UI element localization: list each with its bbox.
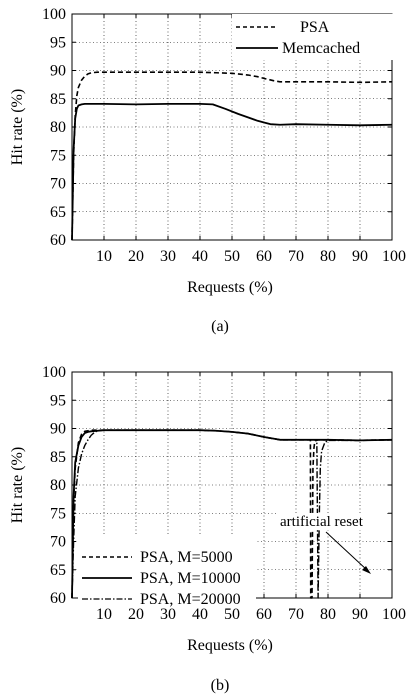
- y-tick-label-95: 95: [50, 34, 66, 51]
- series-line-psa-m-20000: [71, 429, 393, 599]
- series-lines: [71, 71, 393, 241]
- grid-lines: [72, 14, 392, 240]
- tick-labels: 60 65 70 75 80 85 90 95 100 10 20 30 40 50 60 70 80 90 100: [42, 6, 406, 265]
- series-line-memcached: [71, 102, 393, 241]
- annotation-arrowhead: [362, 566, 371, 574]
- y-tick-label-85: 85: [50, 91, 66, 108]
- y-axis-label: Hit rate (%): [9, 447, 26, 523]
- annotation-text: artificial reset: [280, 514, 364, 530]
- caption-a: (a): [211, 318, 229, 335]
- legend-background: [232, 14, 398, 60]
- x-tick-label-60: 60: [256, 248, 272, 265]
- x-tick-label-40: 40: [192, 606, 208, 623]
- x-tick-label-10: 10: [96, 606, 112, 623]
- y-tick-label-80: 80: [50, 477, 66, 494]
- legend-label-psa: PSA: [300, 19, 330, 36]
- chart-a: 60 65 70 75 80 85 90 95 100 10 20 30 40 50 60 70 80 90 100…: [9, 6, 406, 335]
- legend-label-m10000: PSA, M=10000: [140, 570, 241, 587]
- legend-label-m20000: PSA, M=20000: [140, 591, 241, 608]
- y-tick-label-70: 70: [50, 176, 66, 193]
- annotation: artificial reset: [278, 513, 386, 574]
- series-line-psa: [71, 71, 393, 241]
- y-tick-label-70: 70: [50, 534, 66, 551]
- grid-lines: [72, 372, 392, 598]
- x-tick-label-90: 90: [352, 248, 368, 265]
- y-tick-label-90: 90: [50, 421, 66, 438]
- x-tick-label-20: 20: [128, 248, 144, 265]
- x-tick-label-30: 30: [160, 248, 176, 265]
- caption-b: (b): [211, 677, 230, 694]
- x-tick-label-70: 70: [288, 248, 304, 265]
- y-tick-label-90: 90: [50, 63, 66, 80]
- x-tick-label-90: 90: [352, 606, 368, 623]
- annotation-arrow: [325, 531, 368, 571]
- y-tick-label-75: 75: [50, 147, 66, 164]
- legend-background: [78, 535, 256, 599]
- x-axis-label: Requests (%): [187, 637, 273, 654]
- y-tick-label-60: 60: [50, 232, 66, 249]
- legend-label-memcached: Memcached: [282, 40, 360, 57]
- legend-label-m5000: PSA, M=5000: [140, 549, 233, 566]
- x-tick-label-20: 20: [128, 606, 144, 623]
- y-tick-label-100: 100: [42, 6, 66, 23]
- x-tick-label-70: 70: [288, 606, 304, 623]
- y-tick-label-80: 80: [50, 119, 66, 136]
- x-tick-label-30: 30: [160, 606, 176, 623]
- x-tick-label-10: 10: [96, 248, 112, 265]
- x-tick-label-60: 60: [256, 606, 272, 623]
- x-tick-label-50: 50: [224, 248, 240, 265]
- y-axis-label: Hit rate (%): [9, 89, 26, 165]
- x-tick-label-100: 100: [382, 606, 406, 623]
- x-tick-label-40: 40: [192, 248, 208, 265]
- y-tick-label-60: 60: [50, 590, 66, 607]
- y-tick-label-65: 65: [50, 562, 66, 579]
- x-tick-label-80: 80: [320, 248, 336, 265]
- y-tick-label-85: 85: [50, 449, 66, 466]
- y-tick-label-75: 75: [50, 505, 66, 522]
- tick-labels: 60 65 70 75 80 85 90 95 100 10 20 30 40 50 60 70 80 90 100: [42, 364, 406, 623]
- y-tick-label-95: 95: [50, 392, 66, 409]
- y-tick-label-65: 65: [50, 204, 66, 221]
- x-axis-label: Requests (%): [187, 279, 273, 296]
- legend: PSA, M=5000 PSA, M=10000 PSA, M=20000: [78, 535, 256, 608]
- legend: PSA Memcached: [232, 14, 398, 60]
- x-tick-label-100: 100: [382, 248, 406, 265]
- annotation-background: [278, 513, 386, 530]
- x-tick-label-80: 80: [320, 606, 336, 623]
- y-tick-label-100: 100: [42, 364, 66, 381]
- series-lines: [71, 429, 393, 599]
- x-tick-label-50: 50: [224, 606, 240, 623]
- chart-b: 60 65 70 75 80 85 90 95 100 10 20 30 40 50 60 70 80 90 100…: [9, 364, 406, 694]
